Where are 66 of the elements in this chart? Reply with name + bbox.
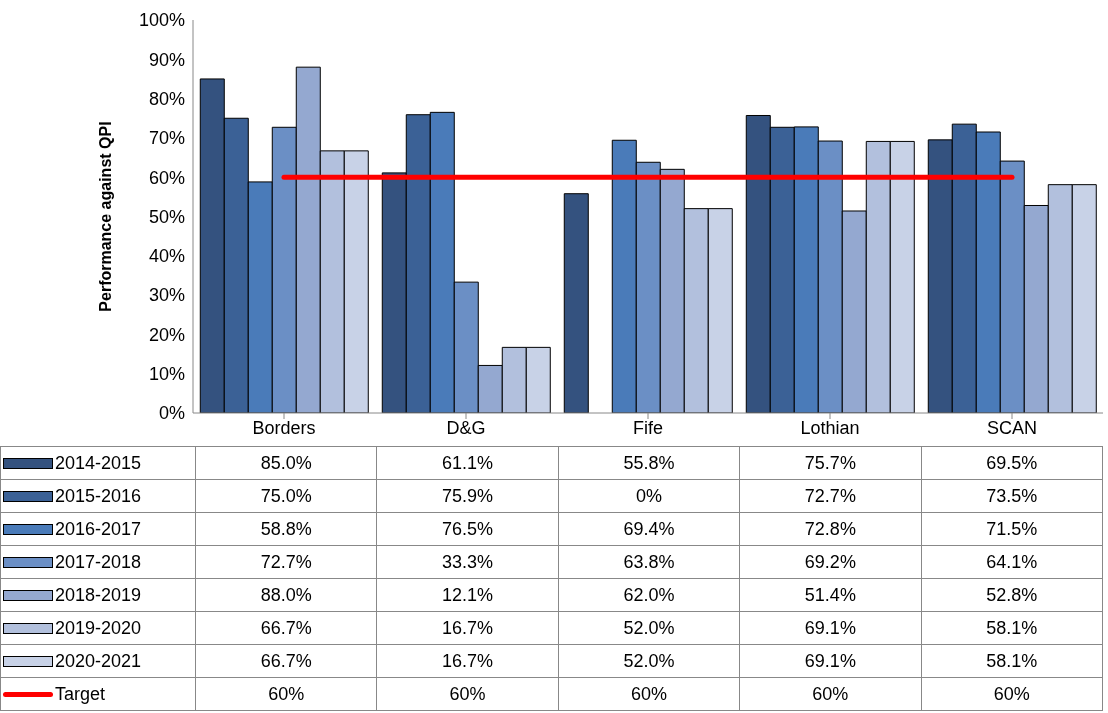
- legend-label: 2016-2017: [55, 518, 142, 539]
- y-tick-label: 10%: [148, 364, 185, 385]
- y-tick-label: 80%: [148, 88, 185, 109]
- data-label: 71.5%: [921, 512, 1103, 546]
- data-label: 52.0%: [558, 644, 740, 678]
- legend-label: 2017-2018: [55, 551, 142, 572]
- data-label: 51.4%: [739, 578, 922, 612]
- data-label: 69.5%: [921, 446, 1103, 480]
- y-tick-label: 70%: [148, 128, 185, 149]
- legend-label: 2015-2016: [55, 485, 142, 506]
- data-label: 75.7%: [739, 446, 922, 480]
- data-label: 64.1%: [921, 545, 1103, 579]
- data-label: 88.0%: [195, 578, 377, 612]
- data-label: 85.0%: [195, 446, 377, 480]
- legend-label: 2014-2015: [55, 452, 142, 473]
- data-label: 72.7%: [195, 545, 377, 579]
- data-label: 63.8%: [558, 545, 740, 579]
- data-label: 60%: [558, 677, 740, 711]
- data-label: 61.1%: [376, 446, 559, 480]
- data-label: 60%: [739, 677, 922, 711]
- data-label: 75.0%: [195, 479, 377, 513]
- data-label: 60%: [376, 677, 559, 711]
- legend-label: Target: [55, 683, 106, 704]
- x-tick-label: SCAN: [986, 417, 1038, 438]
- data-label: 58.1%: [921, 611, 1103, 645]
- y-axis-title: Performance against QPI: [96, 121, 114, 312]
- y-tick-label: 100%: [138, 10, 185, 31]
- data-label: 69.4%: [558, 512, 740, 546]
- data-label: 69.1%: [739, 644, 922, 678]
- data-label: 58.1%: [921, 644, 1103, 678]
- data-label: 72.7%: [739, 479, 922, 513]
- y-tick-label: 20%: [148, 324, 185, 345]
- data-label: 58.8%: [195, 512, 377, 546]
- data-label: 69.2%: [739, 545, 922, 579]
- data-label: 66.7%: [195, 644, 377, 678]
- data-label: 72.8%: [739, 512, 922, 546]
- data-label: 69.1%: [739, 611, 922, 645]
- data-label: 16.7%: [376, 611, 559, 645]
- data-label: 52.0%: [558, 611, 740, 645]
- y-tick-label: 0%: [158, 403, 185, 424]
- x-tick-label: Fife: [632, 417, 664, 438]
- legend-label: 2019-2020: [55, 617, 142, 638]
- data-label: 66.7%: [195, 611, 377, 645]
- x-tick-label: Borders: [252, 417, 316, 438]
- y-tick-label: 90%: [148, 49, 185, 70]
- data-label: 62.0%: [558, 578, 740, 612]
- data-label: 12.1%: [376, 578, 559, 612]
- y-tick-label: 50%: [148, 206, 185, 227]
- data-label: 76.5%: [376, 512, 559, 546]
- data-label: 60%: [195, 677, 377, 711]
- data-label: 55.8%: [558, 446, 740, 480]
- y-tick-label: 30%: [148, 285, 185, 306]
- y-tick-label: 40%: [148, 246, 185, 267]
- data-label: 73.5%: [921, 479, 1103, 513]
- y-tick-label: 60%: [148, 167, 185, 188]
- data-label: 52.8%: [921, 578, 1103, 612]
- x-tick-label: Lothian: [800, 417, 860, 438]
- legend-label: 2018-2019: [55, 584, 142, 605]
- data-label: 33.3%: [376, 545, 559, 579]
- data-label: 16.7%: [376, 644, 559, 678]
- data-label: 0%: [558, 479, 740, 513]
- data-label: 60%: [921, 677, 1103, 711]
- bar: [563, 193, 589, 413]
- legend-label: 2020-2021: [55, 650, 142, 671]
- data-label: 75.9%: [376, 479, 559, 513]
- x-tick-label: D&G: [446, 417, 486, 438]
